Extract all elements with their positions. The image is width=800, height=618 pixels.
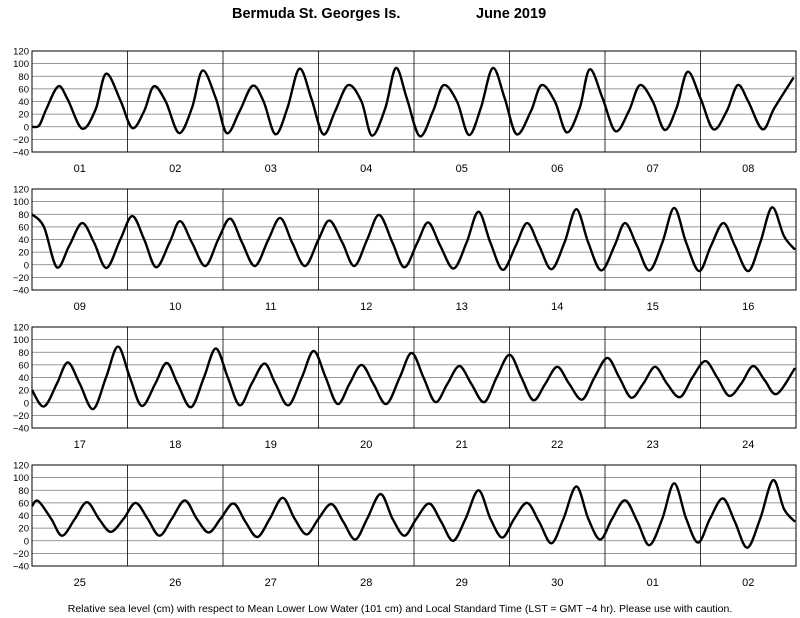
day-label: 29 — [456, 577, 468, 589]
y-tick-label: 60 — [18, 498, 29, 509]
plot-frame — [31, 50, 797, 153]
y-tick-label: −40 — [13, 424, 29, 435]
y-tick-label: −40 — [13, 286, 29, 297]
y-tick-label: 80 — [18, 486, 29, 497]
y-tick-label: 80 — [18, 348, 29, 359]
day-label: 02 — [742, 577, 754, 589]
day-label: 20 — [360, 439, 372, 451]
y-tick-label: 100 — [13, 473, 29, 484]
day-label: 01 — [74, 163, 86, 175]
y-tick-label: 20 — [18, 248, 29, 259]
day-label: 01 — [647, 577, 659, 589]
chart-title-month-year: June 2019 — [476, 6, 547, 22]
day-label: 16 — [742, 301, 754, 313]
y-tick-label: 40 — [18, 511, 29, 522]
day-label: 18 — [169, 439, 181, 451]
day-label: 26 — [169, 577, 181, 589]
day-label: 27 — [265, 577, 277, 589]
day-label: 24 — [742, 439, 754, 451]
y-tick-label: −20 — [13, 135, 29, 146]
y-tick-label: −40 — [13, 148, 29, 159]
day-label: 10 — [169, 301, 181, 313]
y-tick-label: −40 — [13, 562, 29, 573]
day-label: 08 — [742, 163, 754, 175]
day-label: 05 — [456, 163, 468, 175]
day-label: 28 — [360, 577, 372, 589]
y-tick-label: 120 — [13, 323, 29, 334]
day-label: 11 — [265, 301, 276, 313]
day-label: 04 — [360, 163, 372, 175]
y-tick-label: 40 — [18, 373, 29, 384]
y-tick-label: 100 — [13, 335, 29, 346]
y-tick-label: 80 — [18, 210, 29, 221]
y-tick-label: 120 — [13, 461, 29, 472]
day-label: 14 — [551, 301, 563, 313]
plot-frame — [31, 464, 797, 567]
y-tick-label: −20 — [13, 273, 29, 284]
y-tick-label: 100 — [13, 59, 29, 70]
chart-title-location: Bermuda St. Georges Is. — [232, 6, 401, 22]
plot-frame — [31, 326, 797, 429]
y-tick-label: 80 — [18, 72, 29, 83]
day-label: 30 — [551, 577, 563, 589]
y-tick-label: 40 — [18, 235, 29, 246]
day-label: 23 — [647, 439, 659, 451]
y-tick-label: 0 — [24, 122, 29, 133]
chart-footer-note: Relative sea level (cm) with respect to … — [67, 603, 733, 615]
day-label: 17 — [74, 439, 86, 451]
day-label: 19 — [265, 439, 277, 451]
day-label: 02 — [169, 163, 181, 175]
day-label: 06 — [551, 163, 563, 175]
y-tick-label: 60 — [18, 360, 29, 371]
y-tick-label: 100 — [13, 197, 29, 208]
day-label: 21 — [456, 439, 468, 451]
y-tick-label: −20 — [13, 549, 29, 560]
day-label: 22 — [551, 439, 563, 451]
plot-frame — [31, 188, 797, 291]
y-tick-label: 20 — [18, 110, 29, 121]
day-label: 13 — [456, 301, 468, 313]
day-label: 07 — [647, 163, 659, 175]
tide-curve — [31, 66, 795, 138]
y-tick-label: 20 — [18, 386, 29, 397]
y-tick-label: 120 — [13, 47, 29, 58]
y-tick-label: 40 — [18, 97, 29, 108]
day-label: 15 — [647, 301, 659, 313]
tide-curve — [31, 206, 796, 273]
y-tick-label: 0 — [24, 398, 29, 409]
y-tick-label: 60 — [18, 222, 29, 233]
day-label: 12 — [360, 301, 372, 313]
day-label: 25 — [74, 577, 86, 589]
y-tick-label: 120 — [13, 185, 29, 196]
y-tick-label: 0 — [24, 536, 29, 547]
tide-curve — [31, 478, 796, 549]
day-label: 09 — [74, 301, 86, 313]
day-label: 03 — [265, 163, 277, 175]
y-tick-label: 0 — [24, 260, 29, 271]
y-tick-label: 20 — [18, 524, 29, 535]
y-tick-label: 60 — [18, 84, 29, 95]
y-tick-label: −20 — [13, 411, 29, 422]
tide-curve — [30, 345, 797, 411]
